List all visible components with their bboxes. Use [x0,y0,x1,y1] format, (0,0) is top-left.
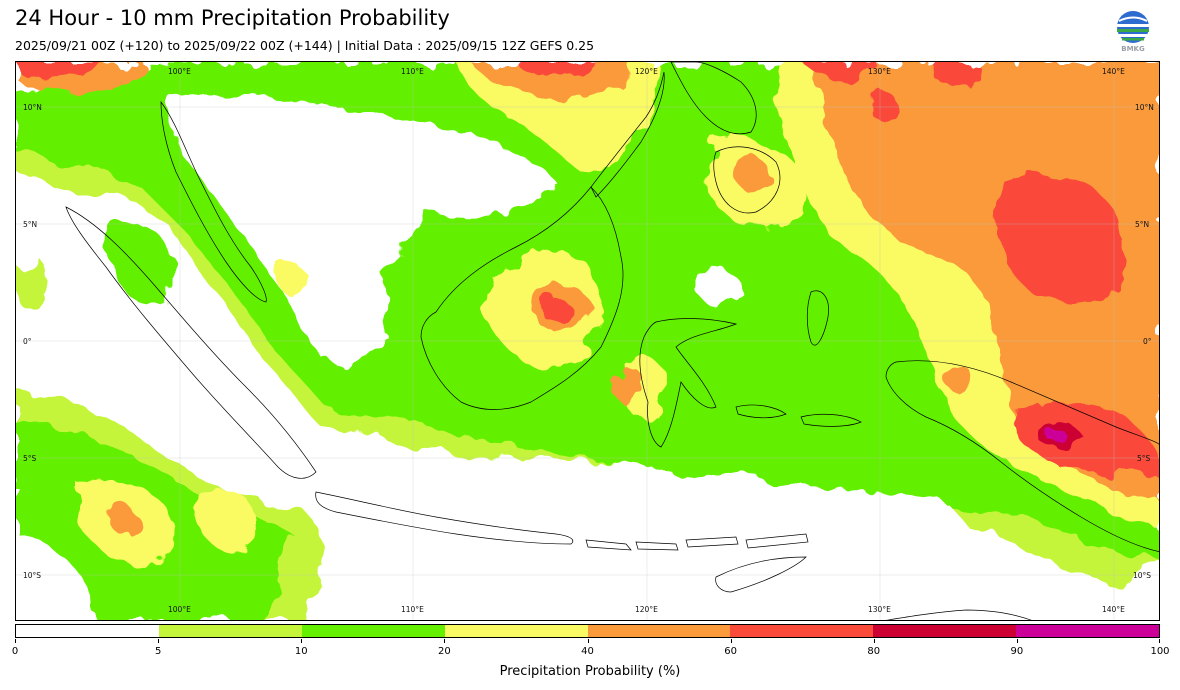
colorbar-tick [444,639,446,643]
colorbar-segment [158,625,302,637]
map-canvas [16,62,1159,620]
coastlines [65,62,1159,620]
lat-label-right: 5°S [1137,454,1151,463]
colorbar-segment [301,625,445,637]
precipitation-map: 100°E 110°E 120°E 130°E 140°E 100°E 110°… [15,61,1160,621]
lat-label-right: 10°N [1135,103,1154,112]
colorbar-tick-label: 100 [1150,646,1170,657]
colorbar-tick-label: 40 [581,646,594,657]
colorbar-segment [730,625,874,637]
colorbar-segment [1016,625,1159,637]
colorbar-segment [587,625,731,637]
colorbar-segment [444,625,588,637]
colorbar-segment [873,625,1017,637]
chart-title: 24 Hour - 10 mm Precipitation Probabilit… [15,6,450,30]
colorbar-segment [16,625,159,637]
colorbar-tick-label: 5 [154,646,162,657]
prob-band-0-5 [16,98,1159,620]
colorbar-tick [301,639,303,643]
colorbar-tick [1016,639,1018,643]
colorbar-tick-label: 90 [1010,646,1024,657]
colorbar-tick-label: 0 [11,646,19,657]
lon-label-bottom: 120°E [635,605,658,614]
lon-label-top: 130°E [868,67,891,76]
lon-label-top: 110°E [401,67,424,76]
lat-label-right: 5°N [1135,220,1150,229]
colorbar-tick-label: 10 [294,646,308,657]
colorbar-tick [1159,639,1160,643]
colorbar-tick-label: 80 [867,646,881,657]
lon-label-bottom: 110°E [401,605,424,614]
colorbar-title: Precipitation Probability (%) [499,664,681,679]
bmkg-globe-icon [1117,11,1149,43]
lon-label-top: 100°E [168,67,191,76]
lon-label-bottom: 140°E [1102,605,1125,614]
lat-label-right: 0° [1143,337,1152,346]
colorbar-tick [873,639,875,643]
colorbar [15,624,1160,638]
graticule [16,62,1159,620]
colorbar-tick-label: 20 [438,646,451,657]
colorbar-tick-label: 60 [724,646,737,657]
bmkg-logo: BMKG [1113,10,1153,56]
lat-label-left: 10°N [23,103,42,112]
prob-band-90-100 [1044,427,1066,441]
lat-label-right: 10°S [1133,571,1152,580]
lon-label-top: 120°E [635,67,658,76]
lon-label-top: 140°E [1102,67,1125,76]
colorbar-tick [158,639,160,643]
colorbar-tick [587,639,589,643]
lon-label-bottom: 130°E [868,605,891,614]
lat-label-left: 0° [23,337,32,346]
colorbar-tick [15,639,16,643]
lat-label-left: 5°S [23,454,37,463]
lon-label-bottom: 100°E [168,605,191,614]
lat-label-left: 10°S [23,571,42,580]
lat-label-left: 5°N [23,220,38,229]
colorbar-tick [730,639,732,643]
bmkg-logo-text: BMKG [1121,45,1145,53]
chart-subtitle: 2025/09/21 00Z (+120) to 2025/09/22 00Z … [15,38,595,53]
prob-band-60-80 [16,62,1159,474]
